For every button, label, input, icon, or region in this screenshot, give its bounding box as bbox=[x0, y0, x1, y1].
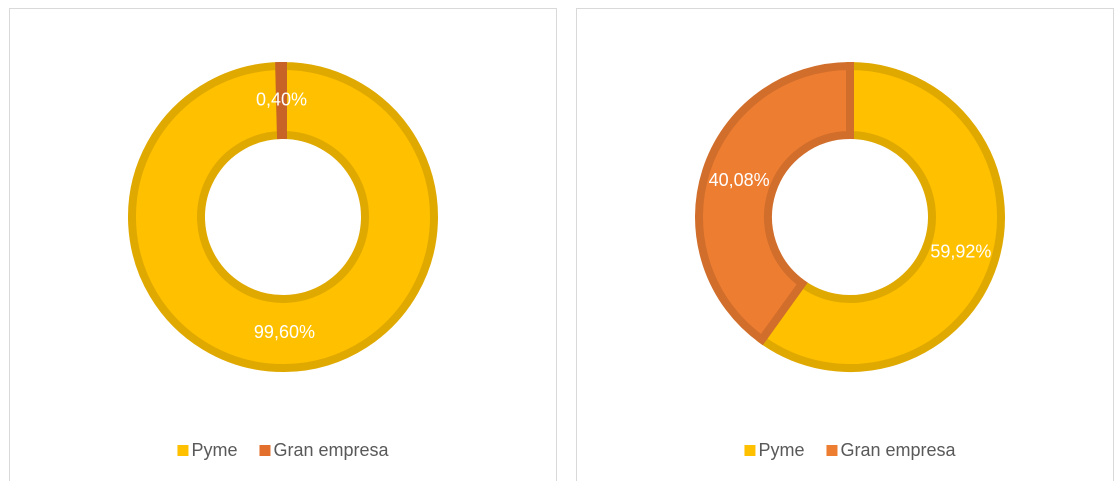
legend-swatch bbox=[177, 445, 189, 456]
legend-label: Gran empresa bbox=[840, 440, 956, 460]
data-label: 59,92% bbox=[930, 241, 991, 261]
data-label: 99,60% bbox=[254, 322, 315, 342]
legend-label: Pyme bbox=[758, 440, 804, 460]
legend-swatch bbox=[259, 445, 271, 456]
data-label: 40,08% bbox=[709, 170, 770, 190]
donut-slice bbox=[128, 61, 438, 372]
legend-label: Gran empresa bbox=[273, 440, 389, 460]
legend-label: Pyme bbox=[191, 440, 237, 460]
donut-slice bbox=[756, 61, 1005, 372]
donut-slice bbox=[695, 61, 854, 346]
donut-slice bbox=[275, 61, 287, 140]
legend-swatch bbox=[744, 445, 756, 456]
data-label: 0,40% bbox=[256, 89, 307, 109]
legend-swatch bbox=[826, 445, 838, 456]
